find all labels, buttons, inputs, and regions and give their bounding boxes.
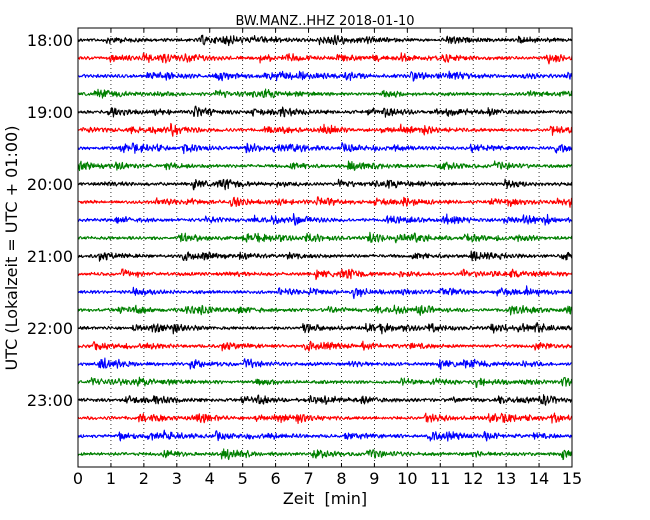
- trace-1930: [77, 142, 573, 155]
- x-tick-label: 14: [529, 469, 549, 488]
- trace-2045: [77, 231, 573, 244]
- x-tick-label: 6: [271, 469, 281, 488]
- y-axis-ticks: 18:00 19:00 20:00 21:00 22:00 23:00: [27, 31, 572, 410]
- x-axis-label: Zeit [min]: [283, 489, 367, 508]
- trace-2245: [77, 376, 573, 388]
- x-tick-label: 4: [205, 469, 215, 488]
- x-tick-label: 0: [73, 469, 83, 488]
- x-tick-label: 3: [172, 469, 182, 488]
- plot-frame: [77, 27, 573, 468]
- trace-2300: [77, 394, 573, 406]
- trace-2030: [77, 213, 573, 226]
- trace-2315: [77, 412, 573, 425]
- seismic-traces: [77, 34, 573, 461]
- x-tick-label: 9: [369, 469, 379, 488]
- plot-area: [78, 28, 572, 467]
- trace-1915: [77, 122, 573, 137]
- trace-2000: [77, 178, 573, 191]
- x-tick-label: 12: [463, 469, 483, 488]
- trace-1815: [77, 52, 573, 65]
- trace-2230: [77, 357, 573, 370]
- trace-2330: [77, 429, 573, 442]
- y-tick-label: 20:00: [27, 175, 73, 194]
- trace-2115: [77, 268, 573, 281]
- x-tick-label: 7: [303, 469, 313, 488]
- trace-2215: [77, 340, 573, 352]
- x-tick-label: 5: [238, 469, 248, 488]
- trace-1845: [77, 88, 573, 99]
- x-tick-label: 1: [106, 469, 116, 488]
- x-tick-label: 11: [430, 469, 450, 488]
- trace-1830: [77, 70, 573, 82]
- y-tick-label: 19:00: [27, 103, 73, 122]
- x-tick-label: 15: [562, 469, 582, 488]
- y-tick-label: 18:00: [27, 31, 73, 50]
- y-tick-label: 23:00: [27, 391, 73, 410]
- chart-title: BW.MANZ..HHZ 2018-01-10: [235, 14, 414, 29]
- x-tick-label: 2: [139, 469, 149, 488]
- x-tick-label: 13: [496, 469, 516, 488]
- trace-1945: [77, 160, 573, 172]
- y-axis-label: UTC (Lokalzeit = UTC + 01:00): [2, 126, 21, 371]
- trace-2130: [77, 285, 573, 300]
- trace-1800: [77, 34, 573, 47]
- x-tick-label: 8: [336, 469, 346, 488]
- trace-2145: [77, 304, 573, 316]
- trace-2200: [77, 321, 573, 335]
- trace-1900: [77, 105, 573, 118]
- trace-2345: [77, 448, 573, 461]
- trace-2100: [77, 250, 573, 262]
- x-axis-ticks: 0 1 2 3 4 5 6 7 8 9 10 11 12 13 14 15: [73, 28, 582, 488]
- y-tick-label: 21:00: [27, 247, 73, 266]
- x-tick-label: 10: [397, 469, 417, 488]
- y-tick-label: 22:00: [27, 319, 73, 338]
- trace-2015: [77, 196, 573, 208]
